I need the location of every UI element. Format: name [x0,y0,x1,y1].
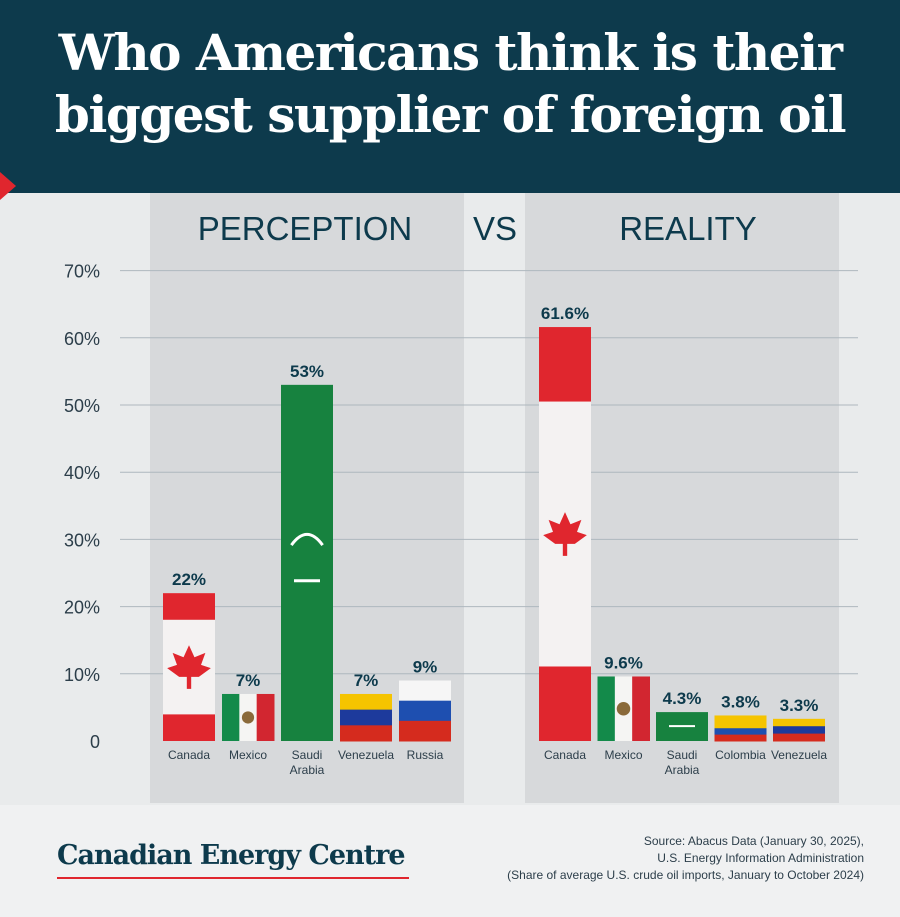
bar-reality-saudi-arabia [656,712,708,741]
value-label: 7% [236,671,261,690]
category-label: Arabia [665,763,700,777]
red-corner-accent [0,172,16,200]
y-axis: 0 10% 20% 30% 40% 50% 60% 70% [64,262,100,752]
brand-underline [57,877,409,879]
title-line-2: biggest supplier of foreign oil [54,85,847,144]
source-note: Source: Abacus Data (January 30, 2025), … [507,833,864,884]
category-label: Mexico [604,748,642,762]
category-label: Venezuela [338,748,394,762]
value-label: 9% [413,658,438,677]
brand-logo-text: Canadian Energy Centre [57,840,406,871]
source-line-3: (Share of average U.S. crude oil imports… [507,868,864,882]
bar-chart: PERCEPTION VS REALITY 0 10% 20% 30% 40% 50% 60… [64,193,858,803]
category-label: Saudi [292,748,323,762]
grid-lines [120,270,858,675]
footer [0,805,900,917]
category-label: Colombia [715,748,766,762]
y-tick-label: 40% [64,463,100,483]
y-tick-label: 0 [90,732,100,752]
category-label: Saudi [667,748,698,762]
bar-reality-venezuela [773,718,825,742]
source-line-1: Source: Abacus Data (January 30, 2025), [643,834,864,848]
bar-reality-canada [539,327,591,741]
y-tick-label: 30% [64,530,100,550]
y-tick-label: 20% [64,598,100,618]
value-label: 4.3% [663,689,702,708]
reality-heading: REALITY [619,210,757,247]
y-tick-label: 70% [64,262,100,282]
value-label: 9.6% [604,653,643,672]
bar-perception-russia [399,680,451,742]
vs-label: VS [473,210,517,247]
value-label: 7% [354,671,379,690]
value-label: 3.8% [721,692,760,711]
y-tick-label: 10% [64,665,100,685]
value-label: 61.6% [541,304,589,323]
value-label: 3.3% [780,696,819,715]
header-banner: Who Americans think is their biggest sup… [0,0,900,200]
bar-reality-colombia [714,715,767,742]
value-label: 22% [172,570,206,589]
y-tick-label: 50% [64,396,100,416]
category-label: Venezuela [771,748,827,762]
y-tick-label: 60% [64,329,100,349]
source-line-2: U.S. Energy Information Administration [657,851,864,865]
title-line-1: Who Americans think is their [58,23,843,82]
bar-perception-mexico [222,693,275,741]
chart-title: Who Americans think is their biggest sup… [0,22,900,146]
category-label: Canada [168,748,210,762]
category-label: Arabia [290,763,325,777]
bar-perception-canada [163,593,215,741]
category-label: Mexico [229,748,267,762]
value-label: 53% [290,362,324,381]
bar-labels: 22%Canada7%Mexico53%SaudiArabia7%Venezue… [168,304,827,777]
category-label: Russia [407,748,444,762]
bar-perception-venezuela [340,693,392,742]
category-label: Canada [544,748,586,762]
bars [163,327,825,742]
bar-perception-saudi-arabia [281,384,333,741]
perception-heading: PERCEPTION [198,210,413,247]
bar-reality-mexico [597,676,650,741]
